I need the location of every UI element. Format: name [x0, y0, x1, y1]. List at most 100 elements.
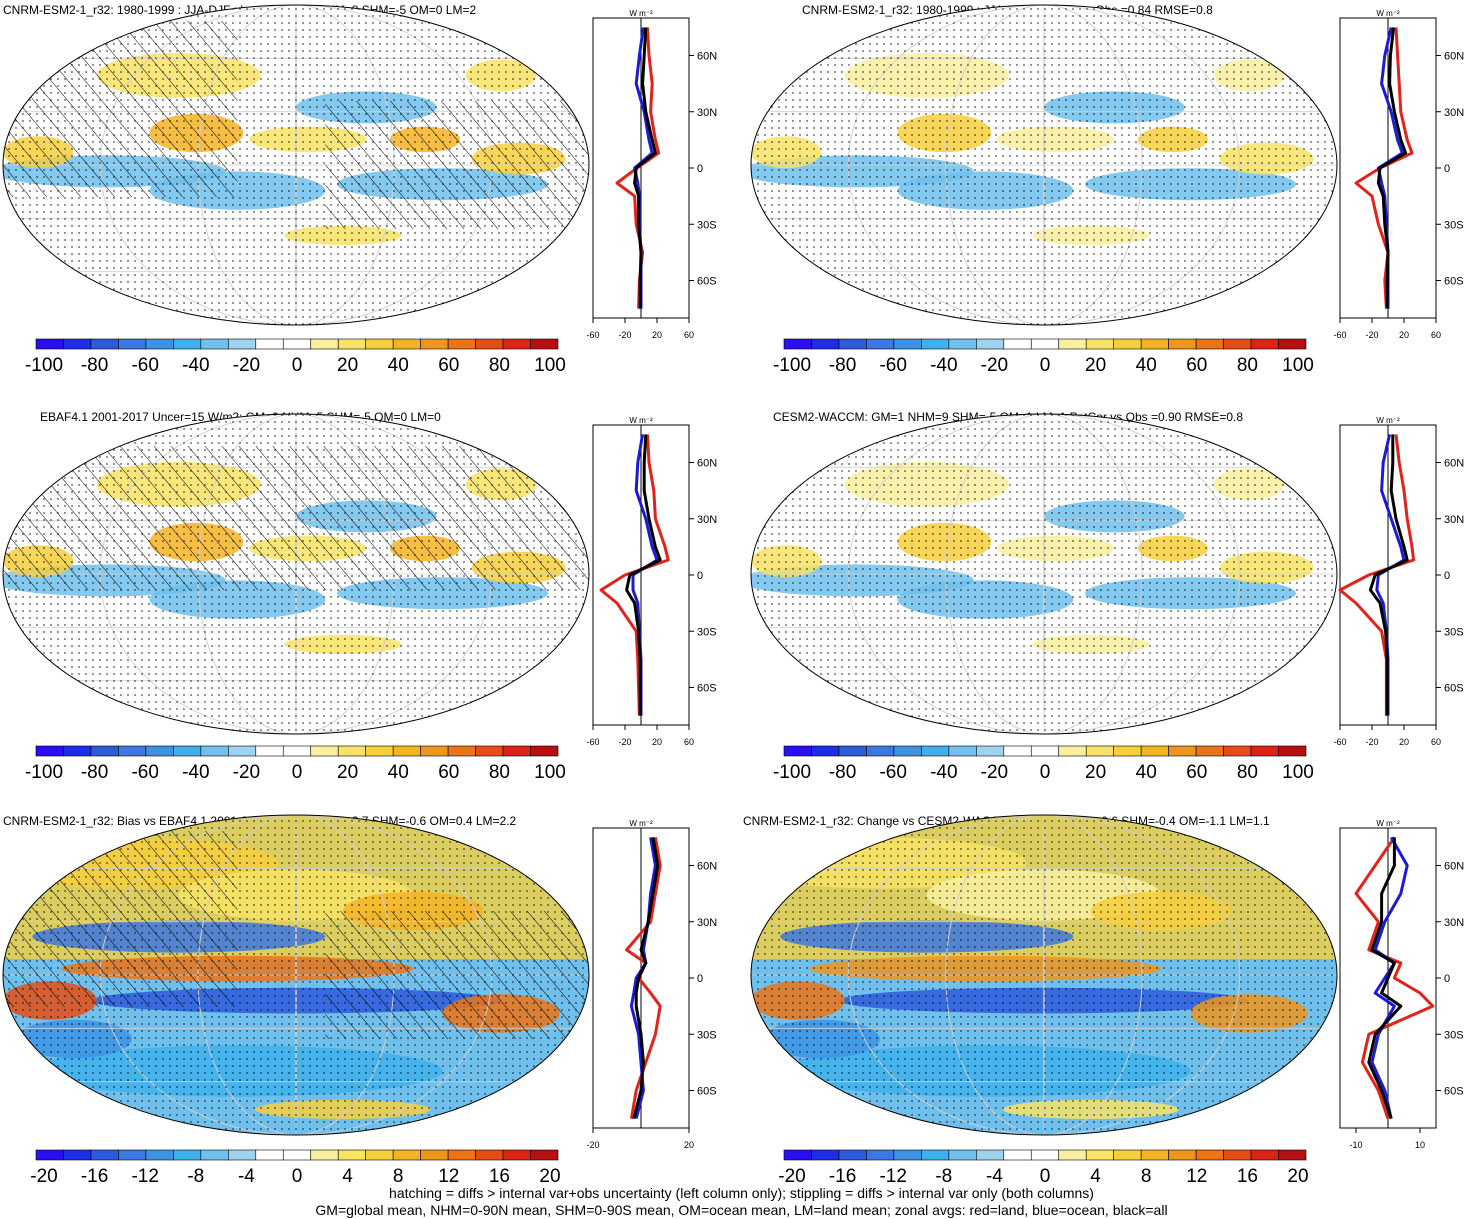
- colorbar-label: -8: [187, 1166, 204, 1187]
- colorbar-cell: [1195, 745, 1224, 757]
- map-border: [750, 4, 1338, 326]
- colorbar-cell: [173, 1149, 202, 1161]
- colorbar-cell: [811, 745, 840, 757]
- colorbar-cell: [1168, 1149, 1197, 1161]
- zonal-lat-label: 60S: [697, 276, 717, 288]
- zonal-units: W m⁻²: [629, 9, 653, 18]
- colorbar-label: -20: [233, 355, 260, 376]
- colorbar-label: 0: [1040, 355, 1051, 376]
- colorbar-cell: [921, 1149, 950, 1161]
- colorbar-label: 20: [539, 1166, 560, 1187]
- colorbar-label: -80: [81, 762, 108, 783]
- colorbar-label: 60: [438, 355, 459, 376]
- colorbar-cell: [1003, 338, 1032, 350]
- zonal-lat-label: 60N: [1444, 861, 1464, 873]
- colorbar-cell: [255, 338, 284, 350]
- zonal-lat-label: 30S: [697, 219, 717, 231]
- colorbar-cell: [337, 745, 366, 757]
- colorbar-cell: [1250, 338, 1279, 350]
- colorbar-label: 100: [1282, 762, 1314, 783]
- footer-line-1: hatching = diffs > internal var+obs unce…: [389, 1185, 1094, 1201]
- colorbar-label: -40: [930, 762, 957, 783]
- colorbar-cell: [63, 1149, 92, 1161]
- zonal-units: W m⁻²: [1376, 819, 1400, 828]
- colorbar-label: -12: [879, 1166, 906, 1187]
- zonal-lat-label: 60S: [1444, 1086, 1464, 1098]
- zonal-lat-label: 60N: [697, 861, 717, 873]
- colorbar-cell: [35, 338, 64, 350]
- map-border: [750, 413, 1338, 735]
- colorbar-label: -20: [981, 355, 1008, 376]
- colorbar-cell: [1003, 745, 1032, 757]
- colorbar-label: -16: [829, 1166, 856, 1187]
- zonal-lat-label: 60S: [697, 683, 717, 695]
- colorbar-label: 0: [1040, 1166, 1051, 1187]
- colorbar-cell: [365, 338, 394, 350]
- colorbar-cell: [420, 1149, 449, 1161]
- colorbar-label: -100: [773, 762, 811, 783]
- stippling: [751, 815, 1337, 1135]
- zonal-lat-label: 30S: [697, 1029, 717, 1041]
- colorbar-cell: [948, 1149, 977, 1161]
- colorbar-label: 8: [393, 1166, 404, 1187]
- colorbar-cell: [1030, 1149, 1060, 1161]
- zonal-lat-label: 30S: [1444, 219, 1464, 231]
- colorbar-cell: [502, 338, 531, 350]
- zonal-x-label: 20: [1399, 737, 1409, 747]
- panel-1: CNRM-ESM2-1_r32: 1980-1999 : JJA-DJF : P…: [750, 3, 1464, 376]
- colorbar-cell: [1113, 1149, 1142, 1161]
- colorbar-cell: [530, 1149, 559, 1161]
- colorbar-label: 40: [1136, 355, 1157, 376]
- zonal-units: W m⁻²: [629, 819, 653, 828]
- hatching: [325, 101, 589, 229]
- zonal-series-all: [1376, 27, 1408, 309]
- colorbar-cell: [63, 745, 92, 757]
- colorbar-cell: [228, 338, 257, 350]
- colorbar-cell: [530, 338, 559, 350]
- colorbar-cell: [783, 745, 812, 757]
- colorbar-cell: [1278, 338, 1307, 350]
- colorbar-cell: [310, 745, 339, 757]
- map-border: [2, 814, 590, 1136]
- colorbar-label: 16: [1237, 1166, 1258, 1187]
- colorbar-cell: [228, 1149, 257, 1161]
- zonal-x-label: 60: [1431, 330, 1441, 340]
- colorbar-cell: [392, 745, 421, 757]
- colorbar-cell: [200, 745, 229, 757]
- colorbar-label: 20: [1085, 355, 1106, 376]
- colorbar-cell: [783, 1149, 812, 1161]
- colorbar-cell: [976, 745, 1005, 757]
- colorbar-cell: [337, 1149, 366, 1161]
- colorbar-cell: [392, 1149, 421, 1161]
- colorbar-label: -60: [879, 355, 906, 376]
- colorbar-cell: [200, 1149, 229, 1161]
- colorbar-label: -60: [879, 762, 906, 783]
- colorbar-cell: [475, 1149, 504, 1161]
- colorbar-label: -80: [829, 355, 856, 376]
- map-field: [751, 414, 1337, 734]
- colorbar-cell: [976, 1149, 1005, 1161]
- colorbar-label: 16: [489, 1166, 510, 1187]
- colorbar-cell: [1195, 338, 1224, 350]
- map-field: [751, 815, 1337, 1135]
- zonal-series-ocean: [1370, 836, 1409, 1119]
- colorbar-cell: [976, 338, 1005, 350]
- zonal-series-all: [625, 434, 662, 716]
- colorbar-cell: [35, 1149, 64, 1161]
- zonal-lat-label: 30S: [697, 626, 717, 638]
- zonal-lat-label: 30N: [1444, 514, 1464, 526]
- colorbar-cell: [282, 745, 312, 757]
- zonal-lat-label: 60S: [697, 1086, 717, 1098]
- zonal-x-label: -20: [1365, 330, 1378, 340]
- panel-3: CESM2-WACCM: GM=1 NHM=9 SHM=-5 OM=1 LM=1…: [750, 410, 1464, 783]
- zonal-x-label: 20: [652, 737, 662, 747]
- zonal-x-label: 20: [1399, 330, 1409, 340]
- hatching: [325, 911, 589, 1039]
- colorbar-label: 0: [292, 355, 303, 376]
- zonal-lat-label: 0: [697, 973, 703, 985]
- colorbar-label: -16: [81, 1166, 108, 1187]
- colorbar-cell: [63, 338, 92, 350]
- zonal-series-land: [599, 434, 670, 716]
- zonal-units: W m⁻²: [1376, 416, 1400, 425]
- colorbar-cell: [838, 745, 867, 757]
